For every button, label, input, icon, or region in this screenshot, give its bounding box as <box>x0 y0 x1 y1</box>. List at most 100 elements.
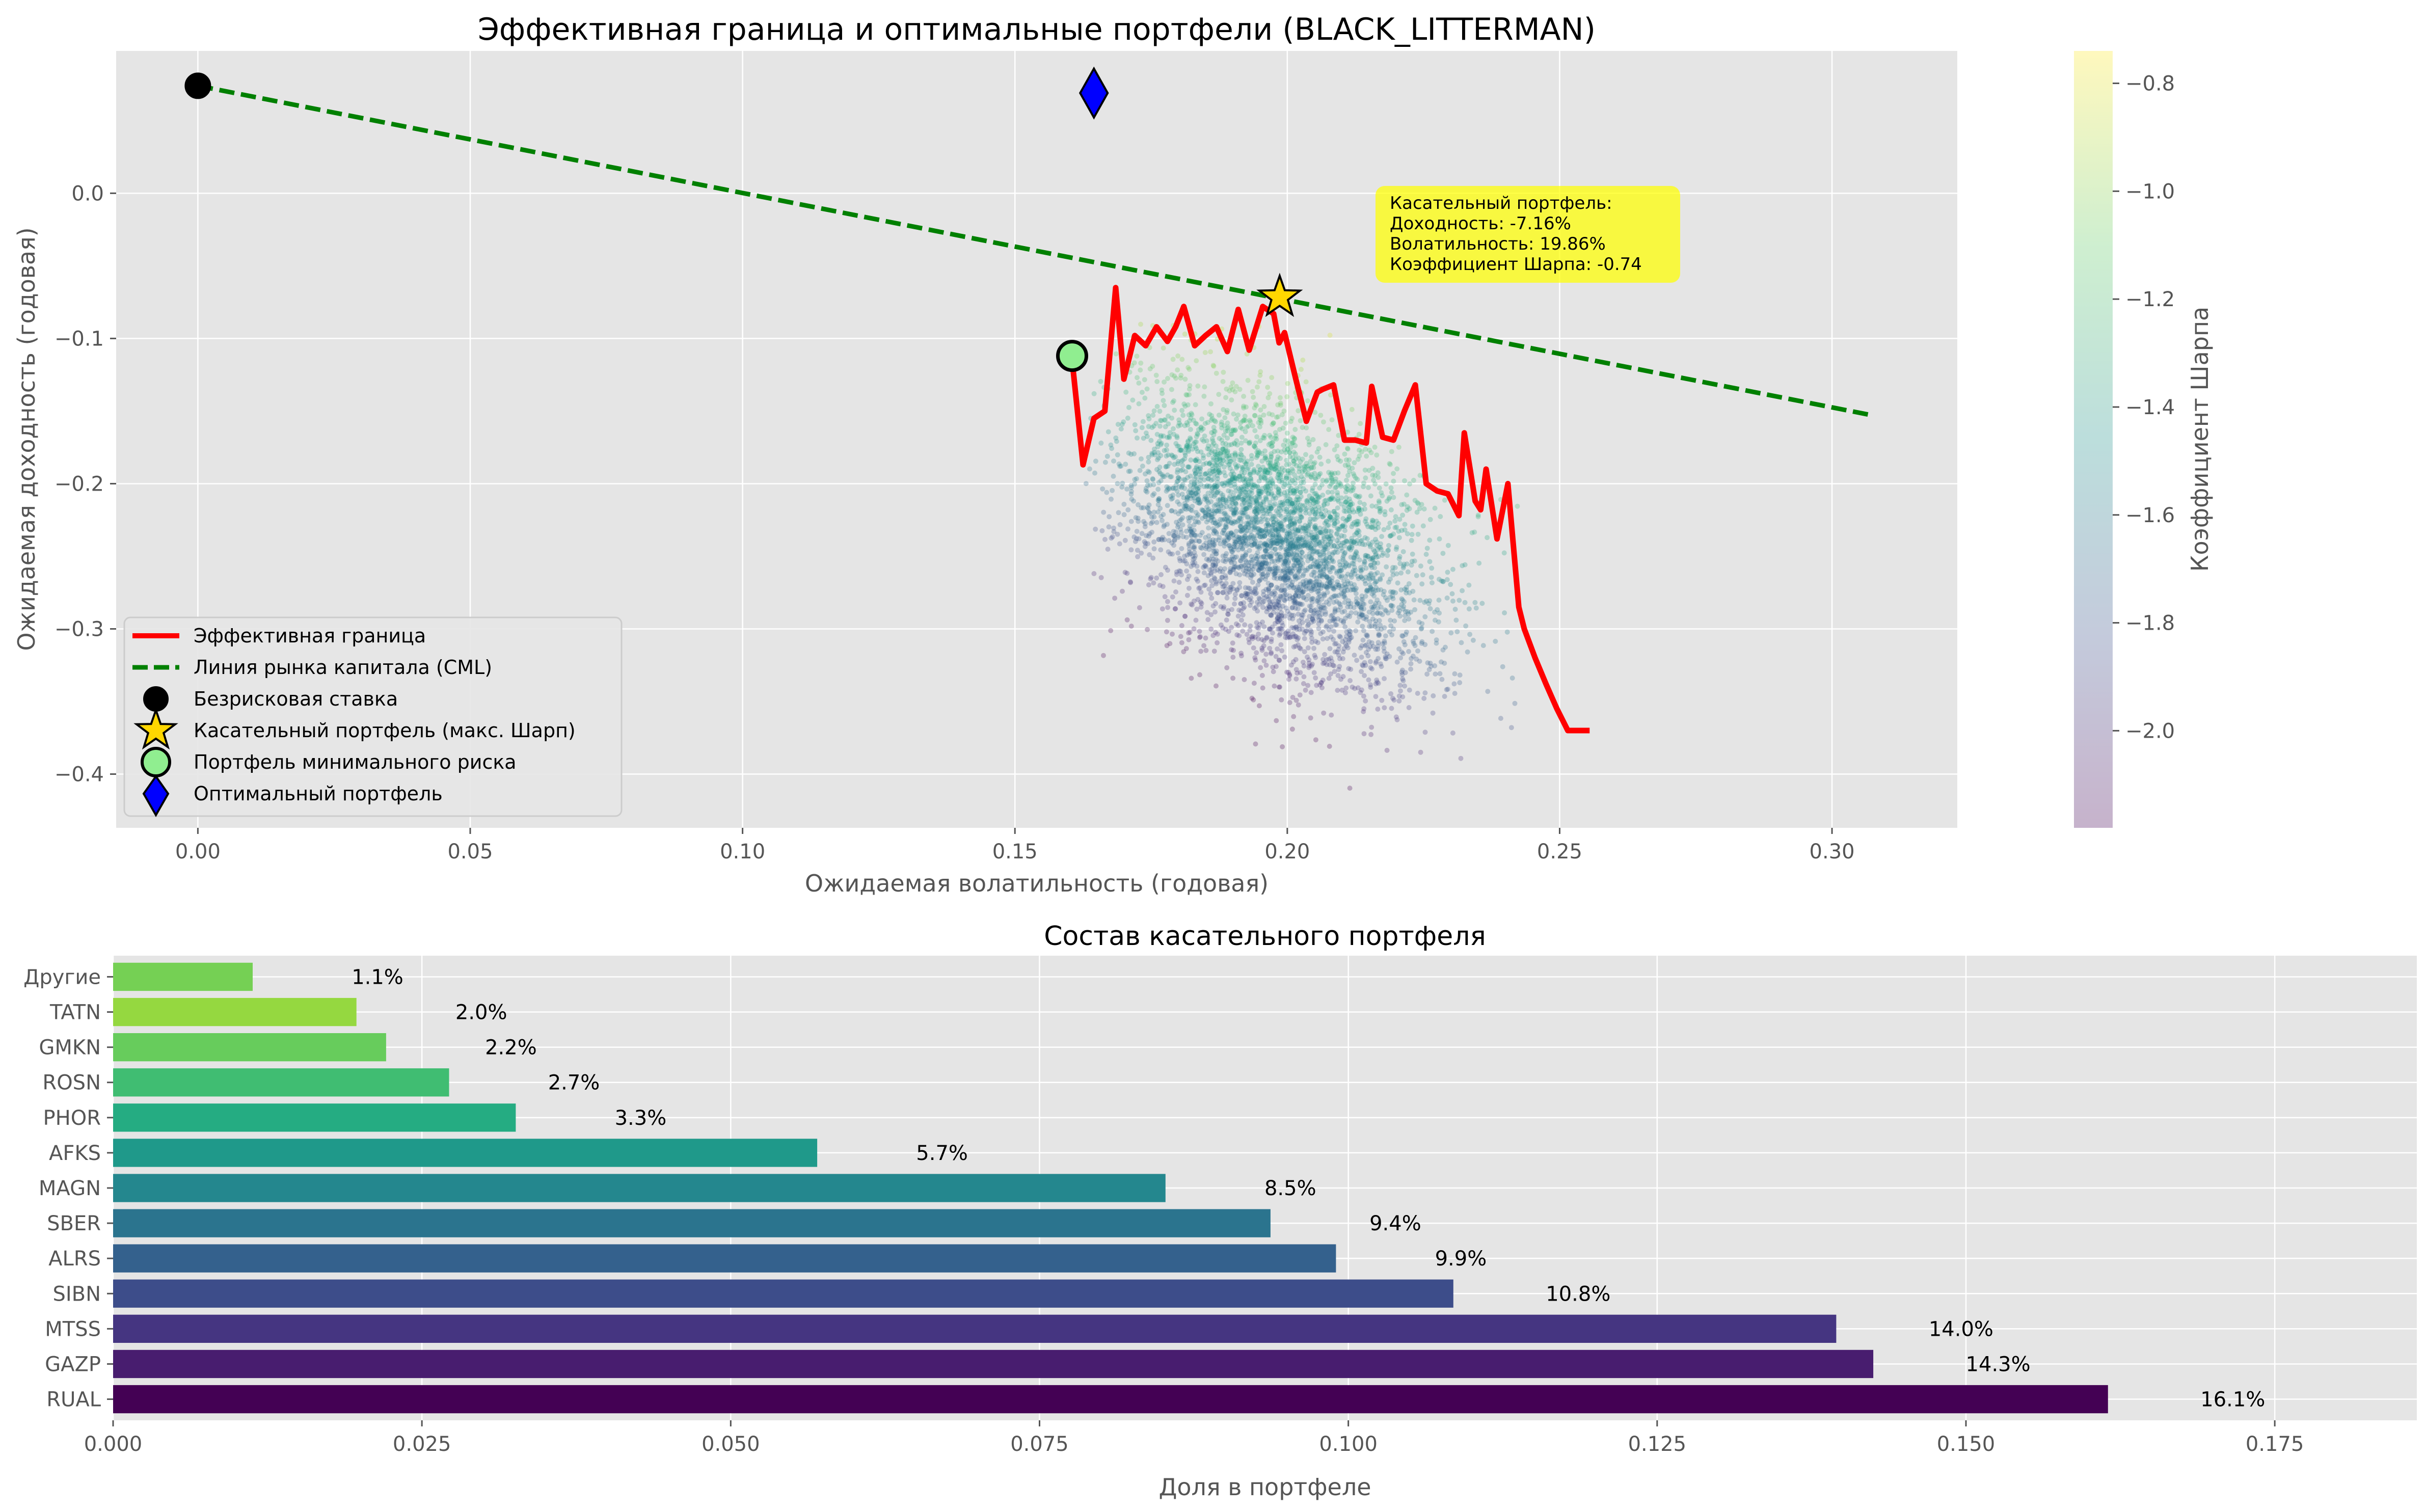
random-portfolio-point <box>1122 570 1128 575</box>
random-portfolio-point <box>1349 541 1354 546</box>
random-portfolio-point <box>1423 552 1429 557</box>
random-portfolio-point <box>1374 610 1380 616</box>
random-portfolio-point <box>1100 486 1105 492</box>
random-portfolio-point <box>1307 603 1312 609</box>
composition-bar <box>113 1244 1336 1273</box>
random-portfolio-point <box>1265 572 1271 578</box>
random-portfolio-point <box>1408 661 1414 666</box>
random-portfolio-point <box>1157 505 1163 511</box>
random-portfolio-point <box>1276 586 1281 591</box>
random-portfolio-point <box>1285 583 1290 588</box>
random-portfolio-point <box>1270 532 1276 537</box>
random-portfolio-point <box>1238 457 1244 463</box>
random-portfolio-point <box>1422 730 1428 735</box>
random-portfolio-point <box>1266 508 1272 514</box>
random-portfolio-point <box>1289 500 1295 506</box>
random-portfolio-point <box>1293 527 1299 533</box>
random-portfolio-point <box>1390 564 1396 570</box>
random-portfolio-point <box>1292 427 1298 432</box>
random-portfolio-point <box>1400 565 1406 571</box>
random-portfolio-point <box>1328 569 1333 575</box>
random-portfolio-point <box>1197 471 1202 477</box>
random-portfolio-point <box>1204 610 1210 615</box>
random-portfolio-point <box>1319 582 1325 587</box>
random-portfolio-point <box>1241 600 1247 606</box>
random-portfolio-point <box>1270 569 1275 574</box>
random-portfolio-point <box>1219 419 1225 425</box>
random-portfolio-point <box>1332 609 1338 615</box>
random-portfolio-point <box>1195 449 1200 454</box>
random-portfolio-point <box>1175 423 1181 429</box>
random-portfolio-point <box>1319 611 1325 617</box>
random-portfolio-point <box>1131 451 1137 456</box>
random-portfolio-point <box>1344 486 1350 492</box>
random-portfolio-point <box>1451 681 1457 687</box>
random-portfolio-point <box>1388 623 1394 629</box>
random-portfolio-point <box>1286 476 1292 481</box>
random-portfolio-point <box>1269 553 1274 559</box>
random-portfolio-point <box>1192 476 1198 481</box>
random-portfolio-point <box>1351 561 1357 566</box>
random-portfolio-point <box>1364 453 1369 459</box>
random-portfolio-point <box>1357 494 1363 499</box>
random-portfolio-point <box>1353 628 1359 634</box>
random-portfolio-point <box>1311 534 1317 540</box>
random-portfolio-point <box>1262 542 1268 548</box>
random-portfolio-point <box>1291 600 1297 605</box>
random-portfolio-point <box>1244 424 1250 430</box>
random-portfolio-point <box>1331 586 1337 591</box>
random-portfolio-point <box>1324 479 1329 484</box>
random-portfolio-point <box>1385 548 1391 553</box>
random-portfolio-point <box>1223 428 1228 434</box>
random-portfolios <box>1083 321 1520 791</box>
random-portfolio-point <box>1222 415 1228 421</box>
random-portfolio-point <box>1350 560 1355 566</box>
random-portfolio-point <box>1282 577 1288 582</box>
random-portfolio-point <box>1227 455 1232 461</box>
random-portfolio-point <box>1243 533 1248 539</box>
random-portfolio-point <box>1299 536 1304 542</box>
random-portfolio-point <box>1229 442 1234 447</box>
random-portfolio-point <box>1289 535 1295 541</box>
random-portfolio-point <box>1288 548 1294 553</box>
random-portfolio-point <box>1193 444 1198 449</box>
random-portfolio-point <box>1352 460 1357 466</box>
random-portfolio-point <box>1362 519 1368 524</box>
random-portfolio-point <box>1310 437 1316 442</box>
random-portfolio-point <box>1306 525 1311 531</box>
random-portfolio-point <box>1258 501 1263 507</box>
random-portfolio-point <box>1358 565 1363 571</box>
random-portfolio-point <box>1343 519 1349 524</box>
random-portfolio-point <box>1125 526 1130 532</box>
random-portfolio-point <box>1273 620 1278 626</box>
random-portfolio-point <box>1367 619 1372 625</box>
random-portfolio-point <box>1312 525 1318 530</box>
composition-bar <box>113 1139 818 1167</box>
random-portfolio-point <box>1285 543 1291 549</box>
random-portfolio-point <box>1182 501 1188 506</box>
random-portfolio-point <box>1185 447 1191 453</box>
random-portfolio-point <box>1266 626 1272 632</box>
random-portfolio-point <box>1230 427 1236 433</box>
random-portfolio-point <box>1221 558 1226 563</box>
random-portfolio-point <box>1292 593 1298 599</box>
colorbar-tick-label: −1.4 <box>2125 396 2175 419</box>
random-portfolio-point <box>1241 405 1247 411</box>
random-portfolio-point <box>1326 627 1332 633</box>
random-portfolio-point <box>1465 649 1470 655</box>
random-portfolio-point <box>1267 500 1273 505</box>
random-portfolio-point <box>1355 619 1361 625</box>
random-portfolio-point <box>1363 581 1368 586</box>
random-portfolio-point <box>1400 676 1406 682</box>
random-portfolio-point <box>1318 605 1324 610</box>
random-portfolio-point <box>1286 669 1291 675</box>
random-portfolio-point <box>1281 575 1287 581</box>
random-portfolio-point <box>1347 629 1353 634</box>
random-portfolio-point <box>1364 587 1370 593</box>
random-portfolio-point <box>1298 502 1303 508</box>
random-portfolio-point <box>1373 579 1379 585</box>
random-portfolio-point <box>1306 585 1312 591</box>
random-portfolio-point <box>1157 465 1163 470</box>
composition-bar <box>113 1385 2108 1414</box>
random-portfolio-point <box>1245 377 1251 383</box>
